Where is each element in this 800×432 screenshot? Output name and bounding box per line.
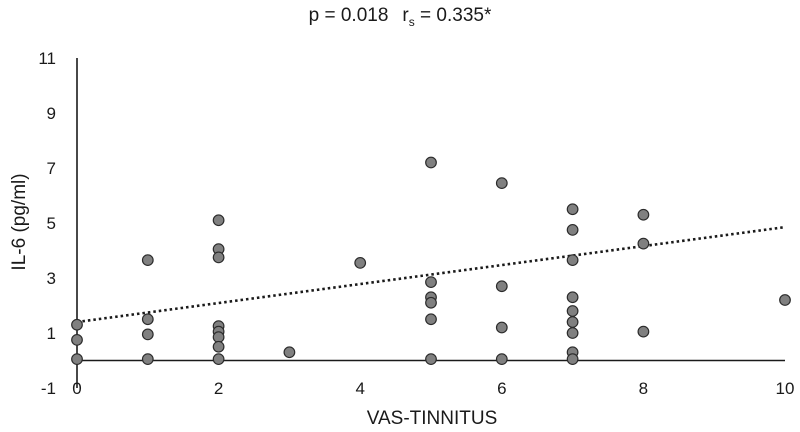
data-point [495, 280, 508, 293]
y-tick-label: 9 [47, 104, 56, 123]
data-point [141, 328, 154, 341]
x-tick-label: 4 [355, 379, 364, 398]
y-tick-label: 11 [38, 49, 56, 68]
data-point [495, 353, 508, 366]
data-point [141, 254, 154, 267]
y-tick-label: 3 [47, 269, 56, 288]
data-point [637, 208, 650, 221]
data-point [779, 294, 791, 306]
data-point [566, 223, 579, 236]
y-axis-title: IL-6 (pg/ml) [9, 173, 30, 270]
x-tick-label: 8 [639, 379, 648, 398]
trendline [76, 225, 786, 324]
data-point [637, 325, 650, 338]
x-tick-label: 0 [72, 379, 81, 398]
x-tick-labels: 0 2 4 6 8 10 [72, 379, 794, 398]
stat-annotation: p = 0.018 rs = 0.335* [309, 5, 492, 29]
data-points [71, 156, 791, 366]
data-point [283, 346, 296, 359]
p-value-text: p = 0.018 [309, 5, 389, 26]
data-point [566, 316, 579, 328]
data-point [212, 251, 225, 264]
data-point [566, 203, 579, 216]
data-point [566, 327, 579, 339]
y-tick-label: 7 [47, 159, 56, 178]
x-tick-label: 2 [214, 379, 223, 398]
data-point [425, 353, 437, 366]
data-point [212, 214, 225, 227]
r-value-text: = 0.335* [415, 5, 492, 26]
data-point [425, 313, 437, 326]
x-tick-label: 10 [776, 379, 795, 398]
data-point [495, 177, 508, 190]
data-point [141, 313, 154, 326]
y-tick-labels: -1 1 3 5 7 9 11 [38, 49, 56, 398]
data-point [637, 237, 650, 250]
y-tick-label: -1 [41, 379, 56, 398]
data-point [495, 321, 508, 334]
y-tick-label: 5 [47, 214, 56, 233]
data-point [425, 296, 437, 309]
data-point [354, 256, 367, 269]
r-subscript: s [409, 15, 415, 29]
r-symbol: r [402, 5, 409, 26]
data-point [425, 156, 437, 169]
data-point [71, 333, 83, 346]
data-point [71, 318, 83, 331]
x-tick-label: 6 [497, 379, 506, 398]
x-axis-title: VAS-TINNITUS [367, 408, 498, 429]
data-point [71, 353, 83, 366]
data-point [212, 331, 225, 344]
data-point [212, 353, 225, 366]
data-point [566, 254, 579, 267]
y-tick-label: 1 [47, 324, 56, 343]
data-point [212, 340, 225, 353]
data-point [141, 353, 154, 366]
data-point [566, 305, 579, 317]
data-point [425, 276, 437, 289]
data-point [566, 353, 579, 366]
data-point [566, 291, 579, 304]
